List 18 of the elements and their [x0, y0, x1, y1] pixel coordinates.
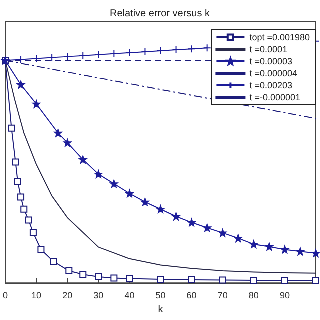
x-axis-title: k	[158, 304, 164, 316]
chart-title: Relative error versus k	[110, 8, 212, 20]
x-tick-label: 0	[2, 290, 8, 301]
legend-label: topt =0.001980	[250, 32, 310, 42]
x-tick-label: 40	[124, 290, 135, 301]
legend-label: t =0.000004	[250, 68, 298, 78]
x-tick-label: 60	[186, 290, 197, 301]
x-tick-label: 70	[218, 290, 228, 301]
legend-label: t =-0.000001	[250, 92, 300, 102]
x-tick-label: 50	[156, 290, 166, 301]
x-tick-label: 90	[280, 290, 290, 301]
x-tick-label: 30	[94, 290, 104, 301]
legend-label: t =0.00003	[250, 56, 292, 66]
legend-label: t =0.00203	[250, 80, 292, 90]
x-tick-label: 20	[62, 290, 73, 301]
legend-label: t =0.0001	[250, 44, 288, 54]
x-tick-label: 10	[32, 290, 42, 301]
x-tick-label: 80	[248, 290, 259, 301]
